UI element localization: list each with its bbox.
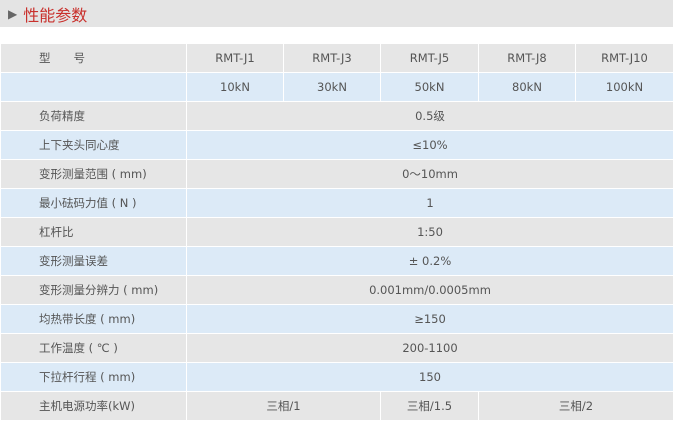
table-row: 均热带长度 ( mm)≥150 (1, 305, 673, 334)
power-row: 主机电源功率(kW) 三相/1 三相/1.5 三相/2 (1, 392, 673, 421)
triangle-right-icon: ▶ (8, 7, 17, 21)
model-cell: RMT-J3 (284, 44, 381, 73)
row-value: 200-1100 (187, 334, 673, 363)
power-value: 三相/1 (187, 392, 381, 421)
row-value: ± 0.2% (187, 247, 673, 276)
model-cell: RMT-J8 (479, 44, 576, 73)
capacity-cell: 30kN (284, 73, 381, 102)
row-label: 负荷精度 (1, 102, 187, 131)
table-row: 变形测量分辨力 ( mm)0.001mm/0.0005mm (1, 276, 673, 305)
row-label: 下拉杆行程 ( mm) (1, 363, 187, 392)
row-label: 工作温度 ( ℃ ) (1, 334, 187, 363)
table-row: 最小砝码力值 ( N )1 (1, 189, 673, 218)
row-label: 均热带长度 ( mm) (1, 305, 187, 334)
spec-table: 型 号 RMT-J1 RMT-J3 RMT-J5 RMT-J8 RMT-J10 … (0, 43, 673, 421)
power-value: 三相/2 (479, 392, 673, 421)
capacity-cell: 80kN (479, 73, 576, 102)
capacity-cell: 50kN (381, 73, 479, 102)
capacity-cell: 10kN (187, 73, 284, 102)
section-header: ▶ 性能参数 (0, 0, 673, 27)
row-label: 变形测量误差 (1, 247, 187, 276)
model-row: 型 号 RMT-J1 RMT-J3 RMT-J5 RMT-J8 RMT-J10 (1, 44, 673, 73)
row-label: 变形测量范围 ( mm) (1, 160, 187, 189)
row-value: 0.001mm/0.0005mm (187, 276, 673, 305)
model-label: 型 号 (1, 44, 187, 73)
model-cell: RMT-J1 (187, 44, 284, 73)
empty-cell (1, 73, 187, 102)
table-row: 上下夹头同心度≤10% (1, 131, 673, 160)
row-value: 1 (187, 189, 673, 218)
row-label: 变形测量分辨力 ( mm) (1, 276, 187, 305)
row-value: 1:50 (187, 218, 673, 247)
row-value: 150 (187, 363, 673, 392)
capacity-cell: 100kN (576, 73, 673, 102)
model-cell: RMT-J10 (576, 44, 673, 73)
row-label: 杠杆比 (1, 218, 187, 247)
table-row: 工作温度 ( ℃ )200-1100 (1, 334, 673, 363)
model-cell: RMT-J5 (381, 44, 479, 73)
row-value: 0～10mm (187, 160, 673, 189)
row-label: 主机电源功率(kW) (1, 392, 187, 421)
row-label: 上下夹头同心度 (1, 131, 187, 160)
row-label: 最小砝码力值 ( N ) (1, 189, 187, 218)
row-value: ≤10% (187, 131, 673, 160)
row-value: 0.5级 (187, 102, 673, 131)
row-value: ≥150 (187, 305, 673, 334)
table-row: 变形测量误差± 0.2% (1, 247, 673, 276)
capacity-row: 10kN 30kN 50kN 80kN 100kN (1, 73, 673, 102)
power-value: 三相/1.5 (381, 392, 479, 421)
table-row: 下拉杆行程 ( mm)150 (1, 363, 673, 392)
section-title: 性能参数 (23, 2, 87, 26)
table-row: 变形测量范围 ( mm)0～10mm (1, 160, 673, 189)
